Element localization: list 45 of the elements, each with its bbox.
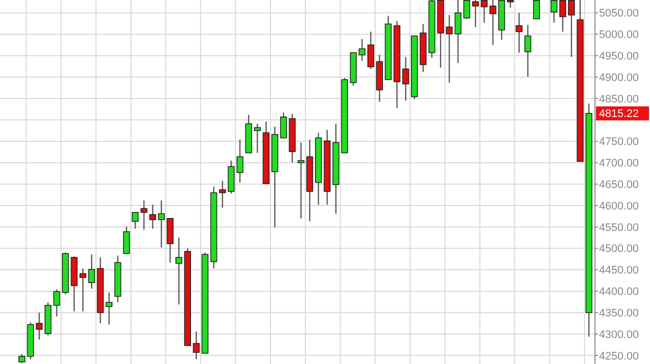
candlestick <box>550 0 558 24</box>
y-tick-label: 4300.00 <box>599 328 639 341</box>
candlestick <box>533 0 540 20</box>
candlestick <box>446 14 453 84</box>
y-tick-label: 4450.00 <box>599 264 639 277</box>
candlestick <box>149 204 156 230</box>
candlestick <box>132 212 139 230</box>
candlestick <box>454 0 462 64</box>
y-tick-label: 4850.00 <box>599 93 639 106</box>
candlestick <box>254 123 261 154</box>
y-tick-label: 4650.00 <box>599 178 639 191</box>
y-tick-label: 4600.00 <box>599 200 639 212</box>
candlestick <box>192 330 200 360</box>
candlestick <box>140 200 148 230</box>
candlestick <box>175 237 182 306</box>
y-tick-label: 4750.00 <box>599 136 639 148</box>
candlestick <box>559 0 566 32</box>
y-tick-label: 4950.00 <box>599 50 639 63</box>
candlestick <box>53 288 60 318</box>
y-tick-label: 4700.00 <box>599 158 639 170</box>
y-tick-label: 4400.00 <box>599 286 639 298</box>
candlestick <box>236 139 244 184</box>
candlestick <box>516 12 522 54</box>
candlestick <box>123 226 130 254</box>
candlestick <box>298 142 304 219</box>
y-tick-label: 4500.00 <box>599 243 639 256</box>
candlestick <box>36 312 43 340</box>
candlestick <box>568 0 575 58</box>
candlestick <box>402 56 410 102</box>
y-tick-label: 5050.00 <box>599 8 639 20</box>
candlestick <box>524 24 532 78</box>
candlestick <box>219 180 226 208</box>
candlestick <box>472 0 479 28</box>
y-tick-label: 4350.00 <box>599 307 639 320</box>
candlestick <box>463 0 470 20</box>
y-tick-label: 4250.00 <box>599 350 639 362</box>
y-tick-label: 5000.00 <box>599 29 639 42</box>
y-tick-label: 4900.00 <box>599 72 639 84</box>
candlestick <box>480 0 488 24</box>
candlestick <box>367 31 374 70</box>
candlestick <box>280 112 287 138</box>
candlestick <box>358 38 366 62</box>
candlestick <box>106 292 112 326</box>
text: 4815.22 <box>599 108 639 120</box>
y-tick-label: 4550.00 <box>599 222 639 234</box>
